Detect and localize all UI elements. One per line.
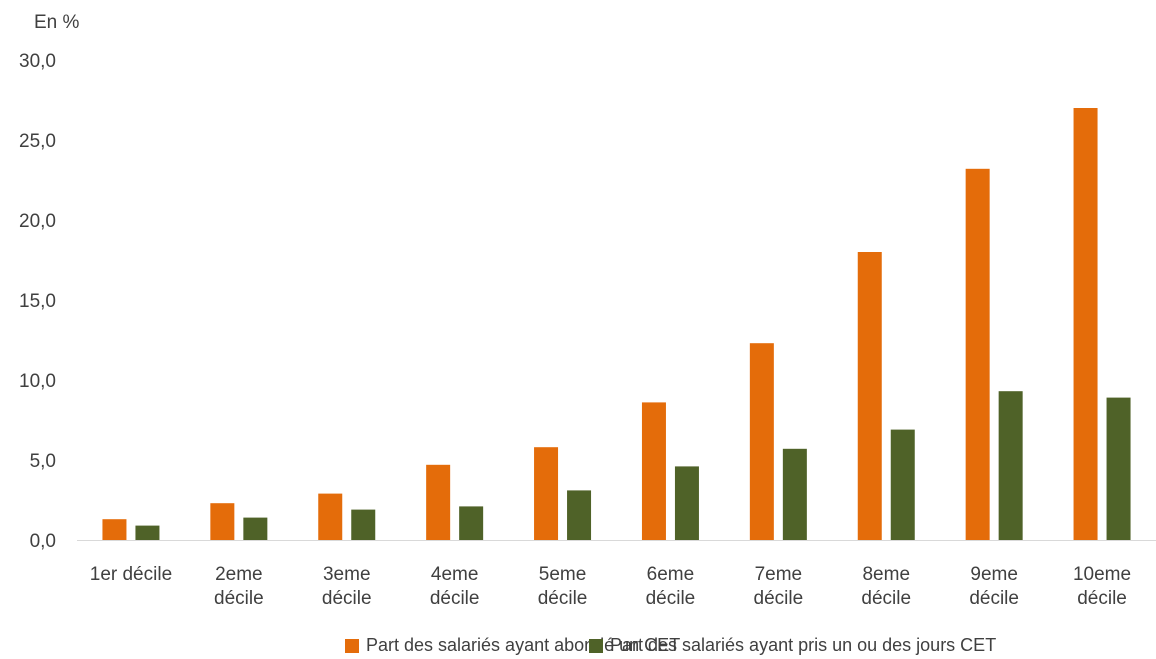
x-tick-label: décile — [322, 588, 372, 609]
bar-abonde — [534, 447, 559, 540]
x-tick-label: 10eme — [1073, 564, 1131, 585]
bar-jours — [243, 517, 268, 540]
x-tick-label: 5eme — [539, 564, 587, 585]
x-tick-label: décile — [754, 588, 804, 609]
y-tick-label: 20,0 — [19, 211, 56, 232]
bar-abonde — [965, 168, 990, 541]
bar-abonde — [857, 252, 882, 540]
bar-abonde — [749, 343, 774, 540]
bar-jours — [782, 448, 807, 540]
y-tick-label: 0,0 — [30, 531, 56, 552]
x-tick-label: 9eme — [970, 564, 1018, 585]
x-tick-label: décile — [646, 588, 696, 609]
x-tick-label: décile — [1077, 588, 1127, 609]
bar-abonde — [641, 402, 666, 540]
x-tick-label: décile — [214, 588, 264, 609]
bar-jours — [459, 506, 484, 540]
bar-abonde — [210, 503, 235, 540]
y-tick-label: 10,0 — [19, 371, 56, 392]
legend: Part des salariés ayant abondé un CET Pa… — [0, 635, 1156, 659]
x-tick-label: décile — [430, 588, 480, 609]
x-tick-label: 2eme — [215, 564, 263, 585]
bar-jours — [1106, 397, 1131, 540]
bar-abonde — [426, 464, 451, 540]
bar-jours — [890, 429, 915, 540]
x-tick-label: 6eme — [647, 564, 695, 585]
legend-item-jours: Part des salariés ayant pris un ou des j… — [589, 635, 996, 656]
legend-swatch-jours — [589, 638, 603, 653]
bar-chart: 0,0 5,0 10,0 15,0 20,0 25,0 30,0 1er décile 2eme… — [19, 51, 1156, 609]
x-tick-label: 7eme — [755, 564, 803, 585]
legend-swatch-abonde — [345, 638, 359, 653]
bar-jours — [351, 509, 376, 540]
x-tick-label: décile — [861, 588, 911, 609]
bar-abonde — [318, 493, 343, 540]
legend-label-jours: Part des salariés ayant pris un ou des j… — [610, 635, 997, 655]
x-tick-label: 1er décile — [90, 564, 172, 585]
y-tick-label: 25,0 — [19, 131, 56, 152]
y-unit-label: En % — [34, 12, 80, 33]
x-tick-label: décile — [538, 588, 588, 609]
x-tick-label: décile — [969, 588, 1019, 609]
x-tick-label: 4eme — [431, 564, 479, 585]
bar-abonde — [1073, 108, 1098, 540]
y-tick-label: 5,0 — [30, 451, 56, 472]
x-tick-label: 8eme — [862, 564, 910, 585]
y-tick-label: 15,0 — [19, 291, 56, 312]
bar-jours — [567, 490, 592, 540]
bar-jours — [998, 391, 1023, 540]
bar-jours — [135, 525, 160, 540]
x-tick-label: 3eme — [323, 564, 371, 585]
bar-abonde — [102, 519, 127, 540]
bar-jours — [674, 466, 699, 540]
y-tick-label: 30,0 — [19, 51, 56, 72]
